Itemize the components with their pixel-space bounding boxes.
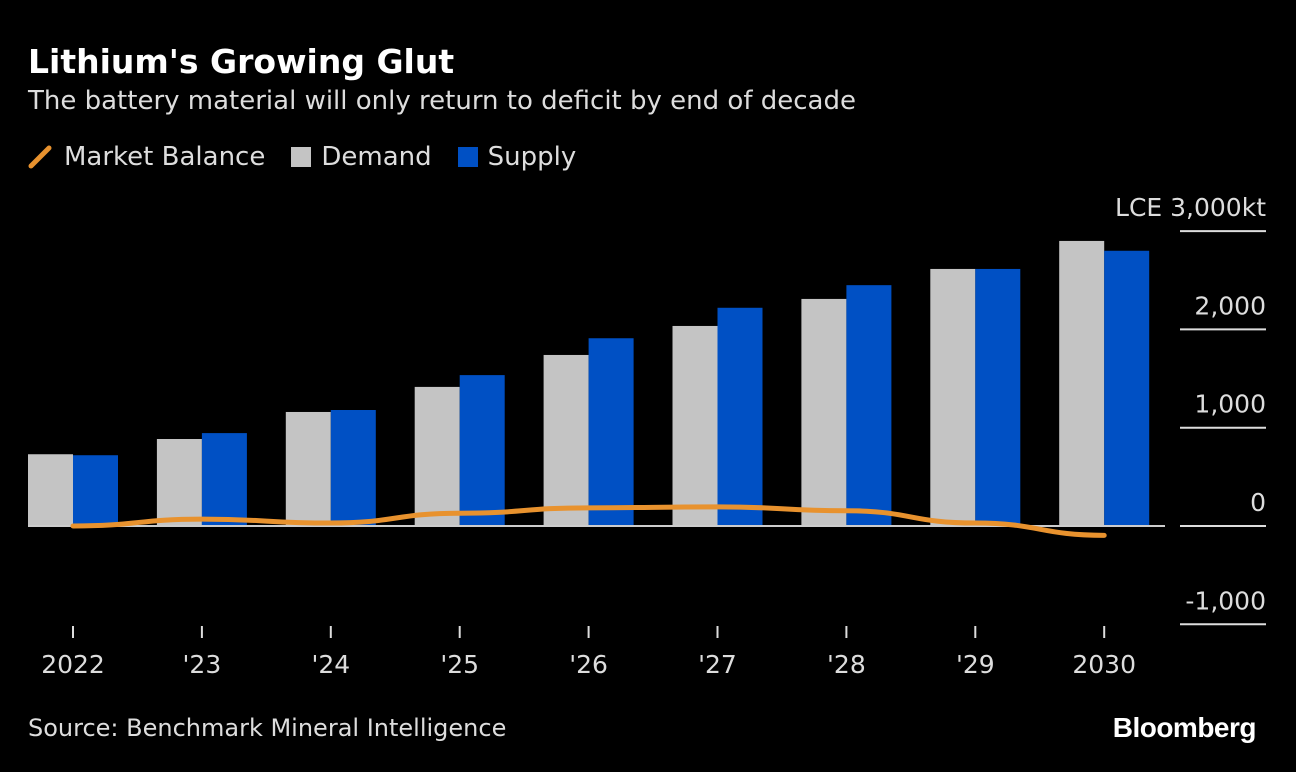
y-tick-label: -1,000 bbox=[1185, 586, 1266, 615]
supply-bar bbox=[846, 285, 892, 526]
legend-item-supply: Supply bbox=[457, 142, 577, 172]
demand-bar bbox=[28, 454, 73, 526]
legend-item-demand: Demand bbox=[291, 142, 432, 172]
legend: Market Balance Demand Supply bbox=[28, 142, 602, 172]
y-tick-label: 0 bbox=[1250, 488, 1266, 517]
demand-bar bbox=[156, 439, 202, 526]
x-tick-label: '29 bbox=[956, 650, 995, 679]
demand-bar bbox=[801, 298, 847, 526]
supply-bar bbox=[1104, 250, 1150, 526]
supply-bar bbox=[717, 307, 763, 526]
demand-bar bbox=[672, 325, 718, 526]
source-note: Source: Benchmark Mineral Intelligence bbox=[28, 714, 507, 742]
x-tick-label: '28 bbox=[827, 650, 866, 679]
chart-title: Lithium's Growing Glut bbox=[28, 42, 455, 81]
line-swatch-icon bbox=[28, 145, 52, 169]
demand-bar bbox=[543, 354, 589, 526]
x-tick-label: '25 bbox=[440, 650, 479, 679]
supply-bar bbox=[588, 338, 634, 526]
x-tick-label: '23 bbox=[183, 650, 222, 679]
legend-label: Demand bbox=[321, 142, 432, 172]
x-tick-label: '27 bbox=[698, 650, 737, 679]
supply-bar bbox=[975, 268, 1021, 526]
demand-bar bbox=[930, 268, 976, 526]
demand-swatch-icon bbox=[291, 147, 312, 167]
legend-label: Supply bbox=[487, 142, 577, 172]
bloomberg-logo: Bloomberg bbox=[1112, 712, 1257, 743]
chart-subtitle: The battery material will only return to… bbox=[28, 86, 856, 116]
supply-bar bbox=[330, 410, 376, 526]
y-tick-label: 1,000 bbox=[1194, 390, 1266, 419]
supply-swatch-icon bbox=[457, 147, 478, 167]
y-tick-label: 2,000 bbox=[1194, 291, 1266, 320]
x-tick-label: '26 bbox=[569, 650, 608, 679]
x-tick-label: 2030 bbox=[1072, 650, 1136, 679]
legend-label: Market Balance bbox=[64, 142, 266, 172]
demand-bar bbox=[285, 411, 331, 526]
demand-bar bbox=[414, 386, 460, 526]
x-tick-label: '24 bbox=[311, 650, 350, 679]
x-tick-label: 2022 bbox=[41, 650, 105, 679]
legend-item-market-balance: Market Balance bbox=[28, 142, 265, 172]
supply-bar bbox=[73, 455, 118, 526]
y-tick-label: LCE 3,000kt bbox=[1115, 193, 1266, 222]
supply-bar bbox=[201, 433, 247, 526]
market-balance-line bbox=[70, 504, 1107, 538]
demand-bar bbox=[1059, 240, 1105, 526]
supply-bar bbox=[459, 375, 505, 526]
